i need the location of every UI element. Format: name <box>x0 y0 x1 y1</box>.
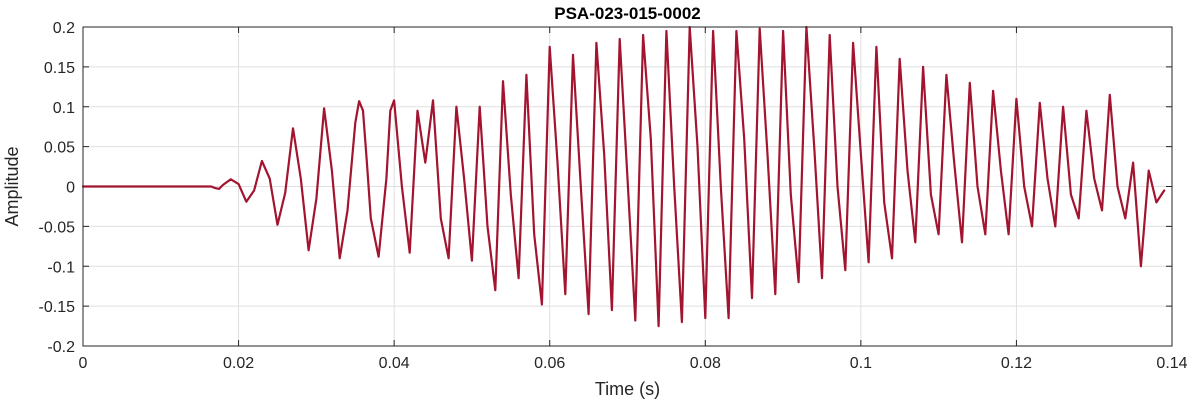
x-axis-label: Time (s) <box>595 379 660 399</box>
y-tick-label: -0.1 <box>47 259 75 276</box>
y-tick-label: 0.1 <box>53 100 75 117</box>
x-tick-label: 0.04 <box>379 355 410 372</box>
y-axis-ticks: 0.2 0.15 0.1 0.05 0 -0.05 -0.1 -0.15 -0.2 <box>39 20 1172 356</box>
y-tick-label: 0 <box>66 180 75 197</box>
x-tick-label: 0.1 <box>850 355 872 372</box>
y-tick-label: 0.15 <box>44 60 75 77</box>
y-tick-label: 0.05 <box>44 140 75 157</box>
plot-frame <box>82 26 1173 347</box>
x-tick-label: 0 <box>79 355 88 372</box>
y-tick-label: -0.2 <box>47 339 75 356</box>
x-axis-ticks: 0 0.02 0.04 0.06 0.08 0.1 0.12 0.14 <box>79 27 1188 372</box>
x-tick-label: 0.14 <box>1156 355 1187 372</box>
x-tick-label: 0.06 <box>534 355 565 372</box>
y-tick-label: -0.15 <box>39 299 76 316</box>
y-tick-label: -0.05 <box>39 219 76 236</box>
chart-title: PSA-023-015-0002 <box>554 4 700 23</box>
series-group <box>81 25 1166 328</box>
x-tick-label: 0.12 <box>1001 355 1032 372</box>
x-tick-label: 0.08 <box>690 355 721 372</box>
y-axis-label: Amplitude <box>2 146 22 226</box>
x-tick-label: 0.02 <box>223 355 254 372</box>
series-line-0 <box>81 25 1166 328</box>
y-tick-label: 0.2 <box>53 20 75 37</box>
